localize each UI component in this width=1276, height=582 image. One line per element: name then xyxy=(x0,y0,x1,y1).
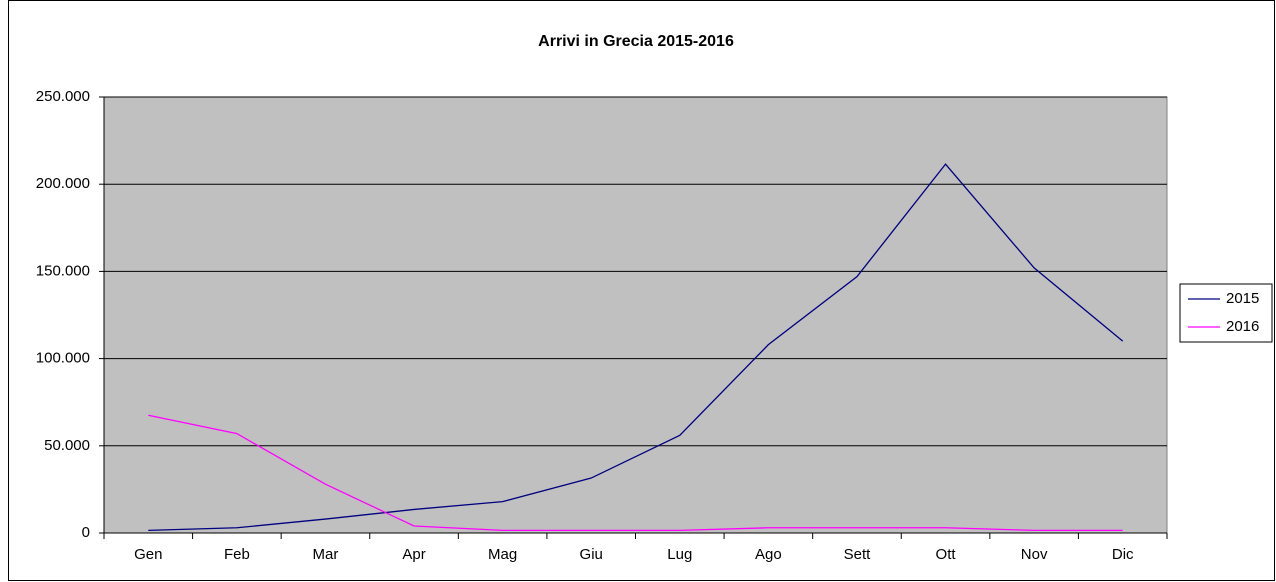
y-tick-label: 200.000 xyxy=(36,175,90,192)
x-tick-label: Apr xyxy=(402,546,425,563)
chart-title: Arrivi in Grecia 2015-2016 xyxy=(538,33,734,50)
series-line xyxy=(148,414,1123,532)
x-tick-label: Nov xyxy=(1021,546,1048,563)
x-tick-label: Ott xyxy=(936,546,957,563)
plot-area xyxy=(103,96,1168,534)
y-tick-label: 0 xyxy=(82,524,90,541)
x-tick-label: Feb xyxy=(224,546,250,563)
x-tick-label: Mag xyxy=(488,546,517,563)
x-tick-label: Dic xyxy=(1112,546,1134,563)
y-tick-label: 250.000 xyxy=(36,88,90,105)
series-line xyxy=(148,163,1124,532)
y-tick-label: 50.000 xyxy=(44,437,90,454)
x-tick-label: Ago xyxy=(755,546,782,563)
x-tick-label: Giu xyxy=(580,546,603,563)
legend-box xyxy=(1179,283,1273,343)
x-tick-label: Mar xyxy=(313,546,339,563)
y-tick-label: 150.000 xyxy=(36,262,90,279)
y-tick-label: 100.000 xyxy=(36,350,90,367)
legend-label: 2016 xyxy=(1226,318,1259,335)
x-tick-label: Gen xyxy=(134,546,162,563)
legend-label: 2015 xyxy=(1226,290,1259,307)
x-tick-label: Lug xyxy=(667,546,692,563)
x-tick-label: Sett xyxy=(844,546,872,563)
